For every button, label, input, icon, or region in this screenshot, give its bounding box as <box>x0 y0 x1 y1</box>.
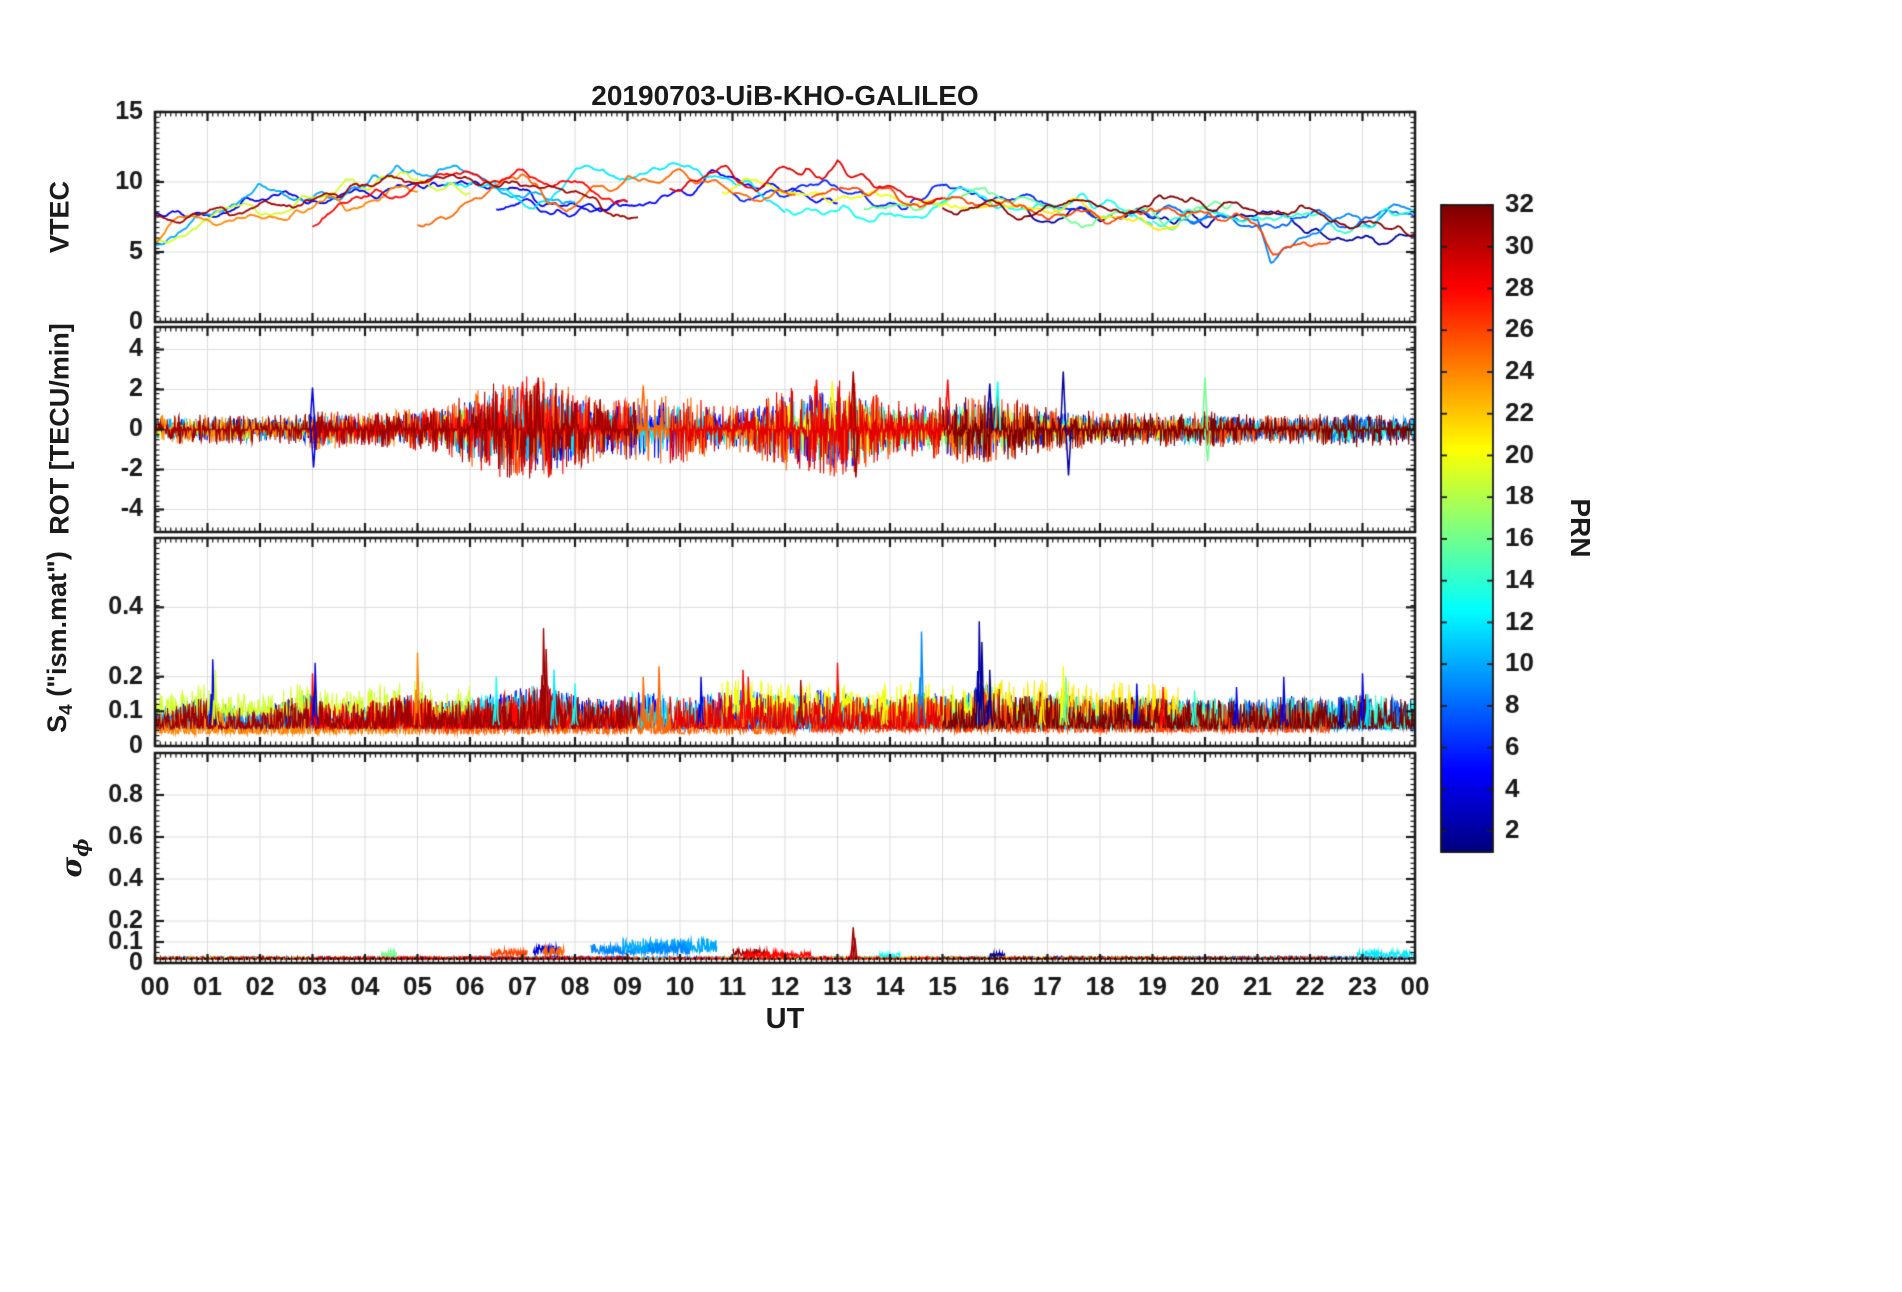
colorbar-label: PRN <box>1565 498 1596 558</box>
chart-title: 20190703-UiB-KHO-GALILEO <box>591 80 979 111</box>
x-axis-label: UT <box>765 1003 805 1035</box>
y-axis-label-sigma-phi: σϕ <box>55 838 93 878</box>
y-axis-label-s4: S4 ("ism.mat") <box>41 551 78 733</box>
y-axis-label-rot: ROT [TECU/min] <box>44 323 75 535</box>
y-axis-label-vtec: VTEC <box>44 180 75 254</box>
